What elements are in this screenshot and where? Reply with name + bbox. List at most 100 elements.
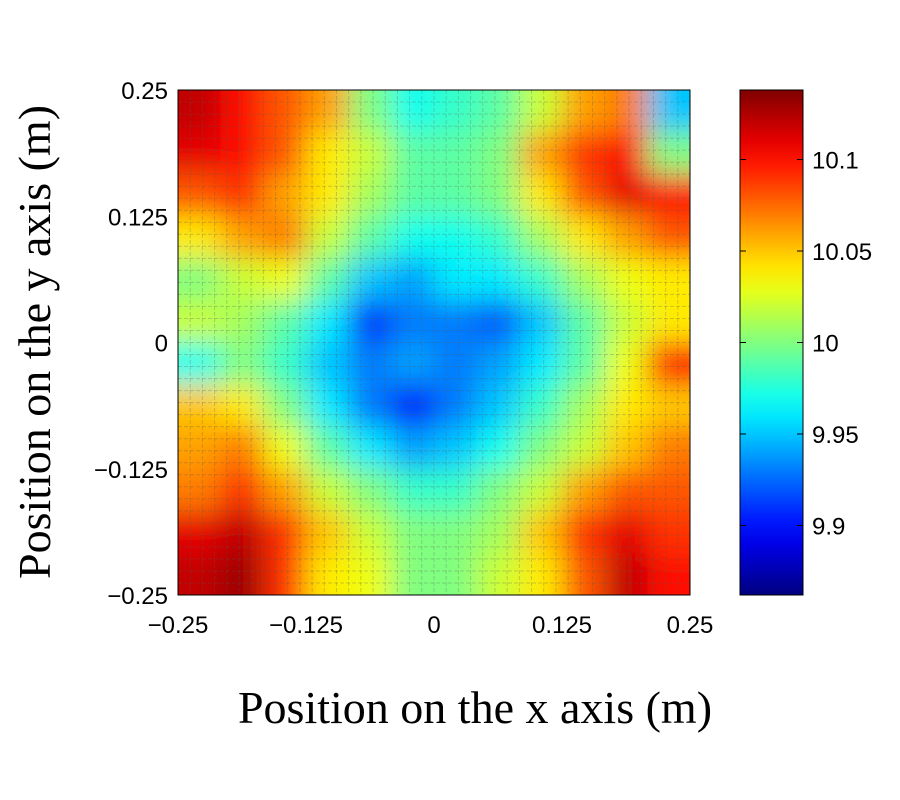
heatmap-cell [263, 426, 307, 470]
heatmap-cell [348, 468, 393, 512]
heatmap-cell [263, 342, 307, 386]
y-tick-label: 0.125 [108, 204, 168, 231]
heatmap-cell [391, 258, 435, 302]
heatmap-cell [562, 384, 606, 428]
heatmap-cell [562, 300, 606, 344]
heatmap-cell [519, 300, 563, 344]
colorbar-tick-label: 10.05 [812, 239, 872, 266]
heatmap-cell [263, 258, 307, 302]
heatmap-cell [178, 426, 222, 470]
heatmap-cell [178, 300, 222, 344]
heatmap-cell [519, 510, 563, 554]
heatmap-cell [220, 384, 265, 428]
heatmap-cell [178, 384, 222, 428]
heatmap-cell [647, 552, 690, 595]
heatmap-cell [306, 90, 350, 134]
heatmap-cell [263, 510, 307, 554]
heatmap-cell [348, 552, 393, 595]
heatmap-cell [562, 468, 606, 512]
heatmap-cell [519, 90, 563, 134]
heatmap-cell [562, 132, 606, 176]
heatmap-cell [263, 552, 307, 595]
heatmap-cell [476, 426, 521, 470]
heatmap-cell [434, 132, 478, 176]
heatmap-cell [391, 468, 435, 512]
heatmap-cell [562, 216, 606, 260]
heatmap-cell [562, 258, 606, 302]
heatmap-cell [647, 426, 690, 470]
heatmap-cell [348, 342, 393, 386]
heatmap-cell [562, 426, 606, 470]
heatmap-cell [434, 510, 478, 554]
heatmap-cell [178, 174, 222, 218]
heatmap-cell [604, 90, 649, 134]
y-tick-label: 0.25 [121, 78, 168, 105]
heatmap-cell [220, 90, 265, 134]
heatmap-cell [562, 510, 606, 554]
colorbar-tick-label: 9.9 [812, 513, 845, 540]
heatmap-cell [434, 342, 478, 386]
heatmap-cell [604, 552, 649, 595]
heatmap-cell [647, 510, 690, 554]
heatmap-cell [348, 174, 393, 218]
heatmap-cell [434, 426, 478, 470]
y-tick-label: −0.25 [107, 583, 168, 610]
heatmap-cell [178, 552, 222, 595]
heatmap-cells [178, 90, 690, 595]
heatmap-cell [391, 216, 435, 260]
heatmap-cell [647, 216, 690, 260]
x-axis-label: Position on the x axis (m) [238, 682, 712, 733]
heatmap-cell [476, 216, 521, 260]
heatmap-cell [519, 342, 563, 386]
heatmap-cell [391, 342, 435, 386]
y-tick-label: −0.125 [94, 457, 168, 484]
heatmap-cell [348, 300, 393, 344]
heatmap-cell [604, 342, 649, 386]
heatmap-cell [476, 174, 521, 218]
heatmap-cell [519, 216, 563, 260]
heatmap-cell [391, 384, 435, 428]
heatmap-cell [348, 510, 393, 554]
heatmap-cell [348, 216, 393, 260]
heatmap-cell [519, 426, 563, 470]
heatmap-cell [263, 384, 307, 428]
colorbar-tick-label: 10 [812, 331, 839, 358]
colorbar-tick-label: 9.95 [812, 422, 859, 449]
heatmap-cell [306, 384, 350, 428]
heatmap-cell [476, 468, 521, 512]
heatmap-cell [391, 300, 435, 344]
heatmap-cell [220, 468, 265, 512]
heatmap-cell [220, 258, 265, 302]
heatmap-cell [220, 174, 265, 218]
heatmap-cell [519, 384, 563, 428]
heatmap-cell [178, 216, 222, 260]
heatmap-cell [178, 468, 222, 512]
heatmap-cell [391, 90, 435, 134]
heatmap-cell [178, 342, 222, 386]
heatmap-cell [519, 132, 563, 176]
heatmap-cell [434, 468, 478, 512]
heatmap-cell [348, 90, 393, 134]
heatmap-cell [647, 300, 690, 344]
heatmap-cell [178, 90, 222, 134]
colorbar [739, 89, 804, 596]
heatmap-cell [647, 342, 690, 386]
heatmap-cell [178, 258, 222, 302]
x-tick-label: −0.25 [148, 612, 209, 639]
plot-frame [177, 89, 691, 596]
heatmap-cell [391, 174, 435, 218]
plot-area [178, 90, 690, 595]
heatmap-cell [476, 132, 521, 176]
heatmap-cell [348, 384, 393, 428]
heatmap-cell [476, 258, 521, 302]
heatmap-cell [178, 510, 222, 554]
heatmap-cell [306, 216, 350, 260]
heatmap-cell [604, 426, 649, 470]
heatmap-cell [434, 258, 478, 302]
heatmap-cell [306, 426, 350, 470]
heatmap-cell [647, 132, 690, 176]
heatmap-cell [220, 216, 265, 260]
x-tick-label: 0.125 [532, 612, 592, 639]
